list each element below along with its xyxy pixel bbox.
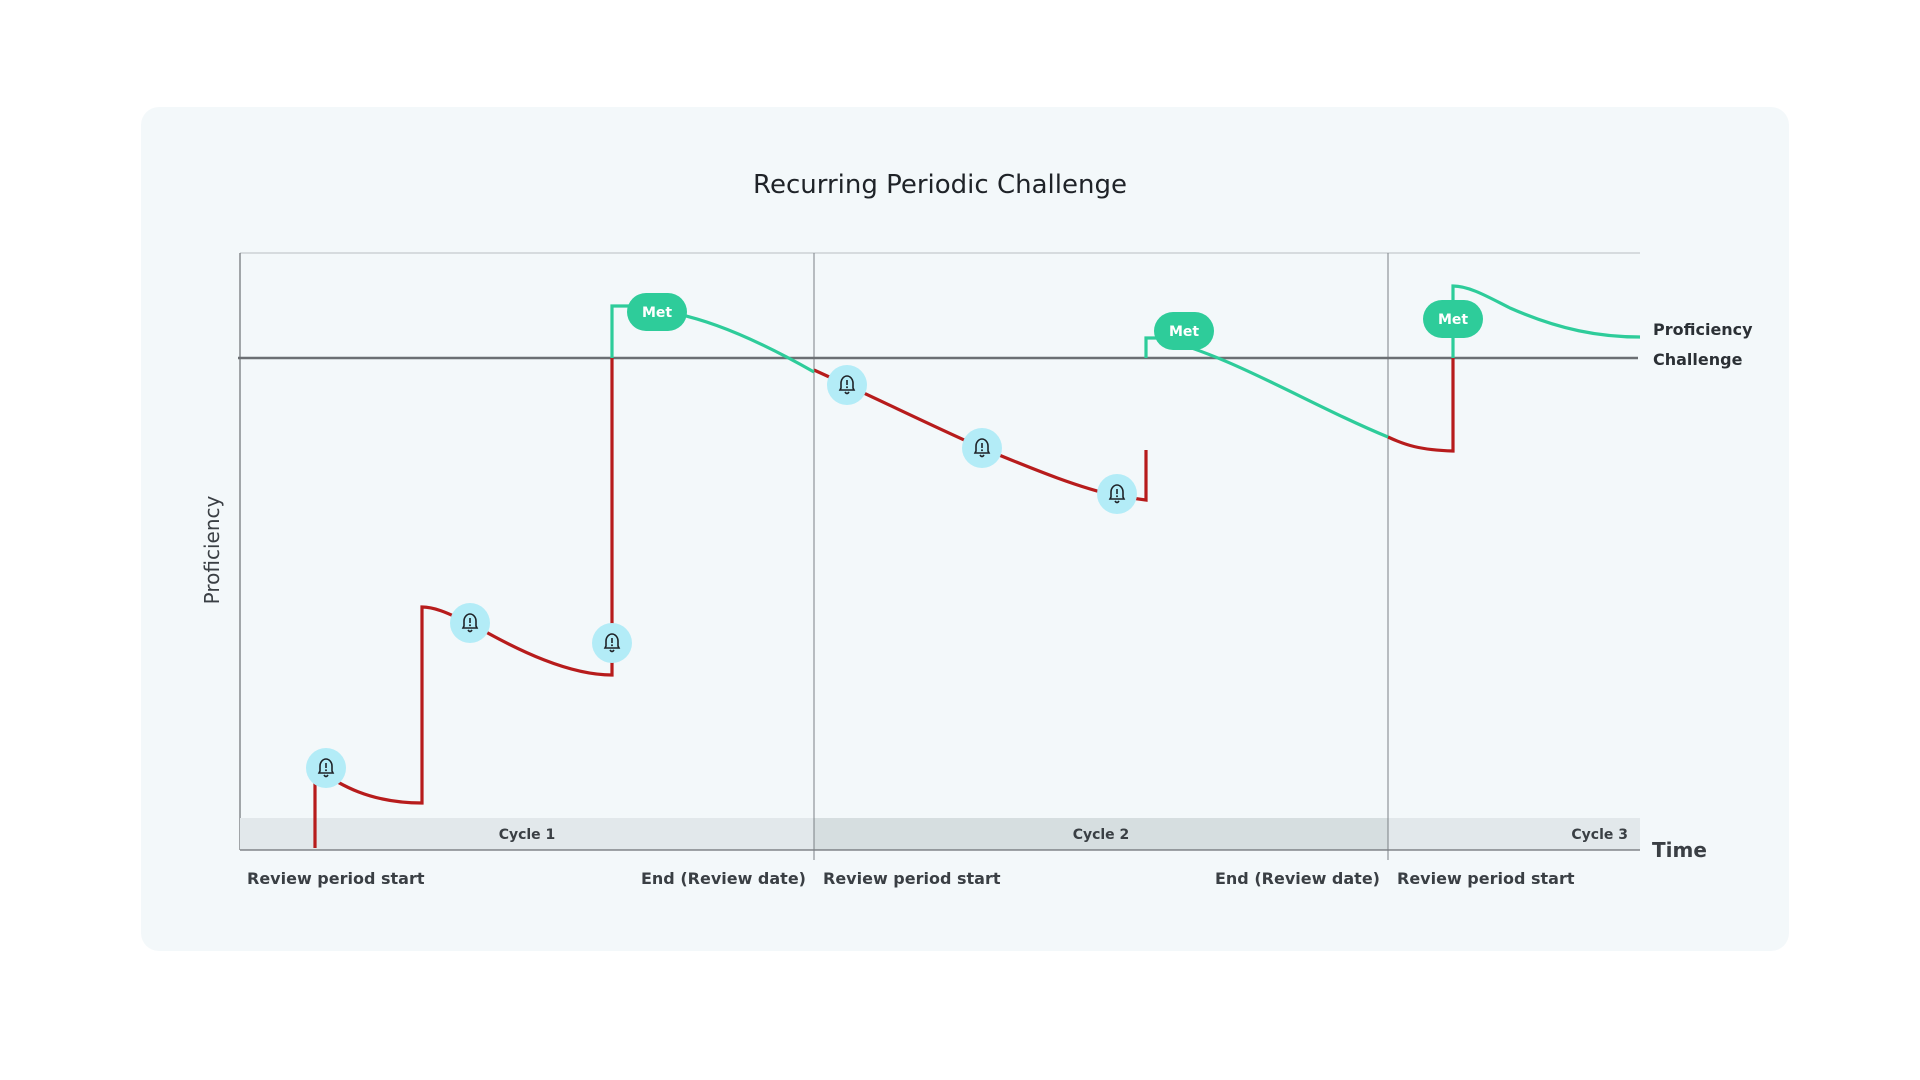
label-c2-end: End (Review date) bbox=[1214, 869, 1380, 888]
diagram-title: Recurring Periodic Challenge bbox=[753, 170, 1127, 200]
met-badge-3: Met bbox=[1423, 300, 1483, 338]
cycle-band-3 bbox=[1388, 818, 1640, 850]
cycle-1-label: Cycle 1 bbox=[499, 827, 556, 843]
alert-bubble-2 bbox=[450, 603, 490, 643]
label-c2-start: Review period start bbox=[823, 869, 1001, 888]
proficiency-above-segment-2 bbox=[1144, 336, 1389, 439]
bell-alert-icon bbox=[317, 758, 335, 778]
met-badge-2-label: Met bbox=[1169, 324, 1199, 340]
met-badge-1: Met bbox=[627, 293, 687, 331]
met-badge-2: Met bbox=[1154, 312, 1214, 350]
alert-bubble-5 bbox=[962, 428, 1002, 468]
alert-bubble-1 bbox=[306, 748, 346, 788]
bell-alert-icon bbox=[603, 633, 621, 653]
label-c3-start: Review period start bbox=[1397, 869, 1575, 888]
alert-bubble-3 bbox=[592, 623, 632, 663]
diagram-card bbox=[141, 107, 1789, 951]
bell-alert-icon bbox=[461, 613, 479, 633]
alert-bubble-6 bbox=[1097, 474, 1137, 514]
met-badge-1-label: Met bbox=[642, 305, 672, 321]
proficiency-above-segment-3 bbox=[1451, 284, 1641, 358]
label-c1-end: End (Review date) bbox=[640, 869, 806, 888]
cycle-2-label: Cycle 2 bbox=[1073, 827, 1130, 843]
cycle-band-2 bbox=[814, 818, 1388, 850]
x-axis-label: Time bbox=[1652, 838, 1707, 862]
bell-alert-icon bbox=[1108, 484, 1126, 504]
cycle-3-label: Cycle 3 bbox=[1571, 827, 1628, 843]
label-c1-start: Review period start bbox=[247, 869, 425, 888]
proficiency-below-segment-1 bbox=[313, 358, 614, 848]
legend-challenge: Challenge bbox=[1653, 350, 1743, 369]
met-badge-3-label: Met bbox=[1438, 312, 1468, 328]
bell-alert-icon bbox=[973, 438, 991, 458]
cycle-band-1 bbox=[240, 818, 814, 850]
proficiency-below-segment-3 bbox=[1387, 358, 1455, 453]
bell-alert-icon bbox=[838, 375, 856, 395]
alert-bubble-4 bbox=[827, 365, 867, 405]
legend-proficiency: Proficiency bbox=[1653, 320, 1753, 339]
